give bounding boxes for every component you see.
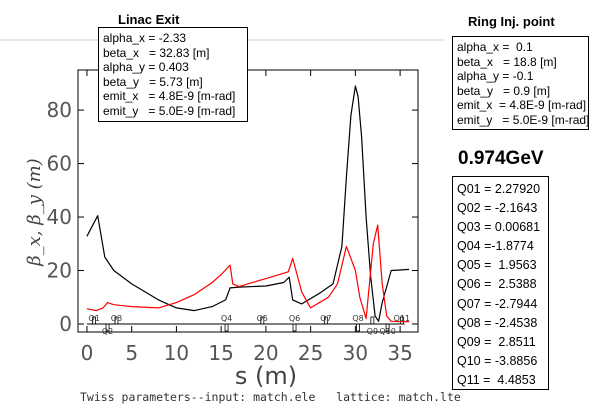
y-tick-label: 0 [59,312,72,336]
quad-element [114,316,119,325]
quad-strength: Q06 = 2.5388 [457,277,537,292]
quad-label: Q2 [102,327,113,336]
ring-params-box: alpha_x = 0.1 beta_x = 18.8 [m] alpha_y … [452,36,589,130]
ring-param: beta_y = 0.9 [m] [457,83,551,98]
linac-param: beta_y = 5.73 [m] [103,74,203,89]
quad-label: Q9 [367,327,378,336]
x-tick-label: 15 [208,341,233,365]
beta-y-curve [86,224,410,323]
axis-ticks: 0 5 10 15 20 25 30 35 0 20 40 60 80 [47,70,418,365]
x-tick-label: 10 [164,341,189,365]
beta-curves [86,85,410,323]
x-tick-label: 5 [125,341,138,365]
quad-label: Q6 [289,314,300,323]
ring-heading: Ring Inj. point [468,14,555,29]
x-axis-label: s (m) [235,362,297,390]
beam-energy: 0.974GeV [458,148,544,169]
quad-element [92,316,97,325]
quad-strength: Q11 = 4.4853 [457,372,536,387]
quad-label: Q5 [257,314,268,323]
quad-label: Q1 [88,314,99,323]
ring-param: emit_y = 5.0E-9 [m-rad] [457,112,589,127]
x-tick-label: 30 [343,341,368,365]
plot-frame [77,69,419,333]
x-tick-label: 25 [298,341,323,365]
quad-label: Q10 [379,327,395,336]
quad-strength: Q07 = -2.7944 [457,296,538,311]
y-tick-label: 60 [47,152,72,176]
x-tick-label: 0 [81,341,94,365]
ring-param: alpha_x = 0.1 [457,40,533,54]
quad-label: Q4 [221,314,232,323]
quad-element [323,316,328,325]
quad-strength: Q01 = 2.27920 [457,182,541,196]
quad-strength: Q09 = 2.8511 [457,334,536,349]
linac-heading: Linac Exit [118,12,180,27]
quad-strengths-box: Q01 = 2.27920 Q02 = -2.1643 Q03 = 0.0068… [452,176,549,390]
y-tick-label: 20 [47,259,72,283]
quad-element [385,323,390,332]
quad-strength: Q05 = 1.9563 [457,258,537,273]
quad-element [260,316,265,325]
quad-element [224,323,229,332]
quad-label: Q7 [320,314,331,323]
beta-x-curve [86,85,410,322]
linac-param: alpha_x = -2.33 [103,31,187,45]
x-tick-label: 35 [387,341,412,365]
quad-strength: Q08 = -2.4538 [457,315,538,330]
quad-element [356,323,360,332]
quad-element [105,323,110,332]
x-tick-label: 20 [253,341,278,365]
y-tick-label: 80 [47,98,72,122]
quad-strength: Q03 = 0.00681 [457,220,541,235]
quad-element [370,316,375,325]
linac-param: beta_x = 32.83 [m] [103,45,210,60]
plot-caption: Twiss parameters--input: match.ele latti… [80,390,461,404]
quad-strength: Q02 = -2.1643 [457,201,538,216]
ring-param: emit_x = 4.8E-9 [m-rad] [457,98,587,112]
linac-param: emit_x = 4.8E-9 [m-rad] [103,89,236,103]
quad-element [292,323,297,332]
ring-param: beta_x = 18.8 [m] [457,54,557,69]
quad-label: Q8 [352,314,363,323]
quad-label: Q3 [111,314,122,323]
quad-strength: Q10 = -3.8856 [457,353,538,368]
linac-param: alpha_y = 0.403 [103,60,189,74]
linac-params-box: alpha_x = -2.33 beta_x = 32.83 [m] alpha… [98,27,248,122]
y-tick-label: 40 [47,205,72,229]
quad-label: Q11 [394,314,410,323]
quad-element [399,316,404,325]
y-axis-label: β_x, β_y (m) [24,158,45,266]
linac-param: emit_y = 5.0E-9 [m-rad] [103,103,236,118]
ring-param: alpha_y = -0.1 [457,69,534,83]
quad-strength: Q04 =-1.8774 [457,239,534,254]
